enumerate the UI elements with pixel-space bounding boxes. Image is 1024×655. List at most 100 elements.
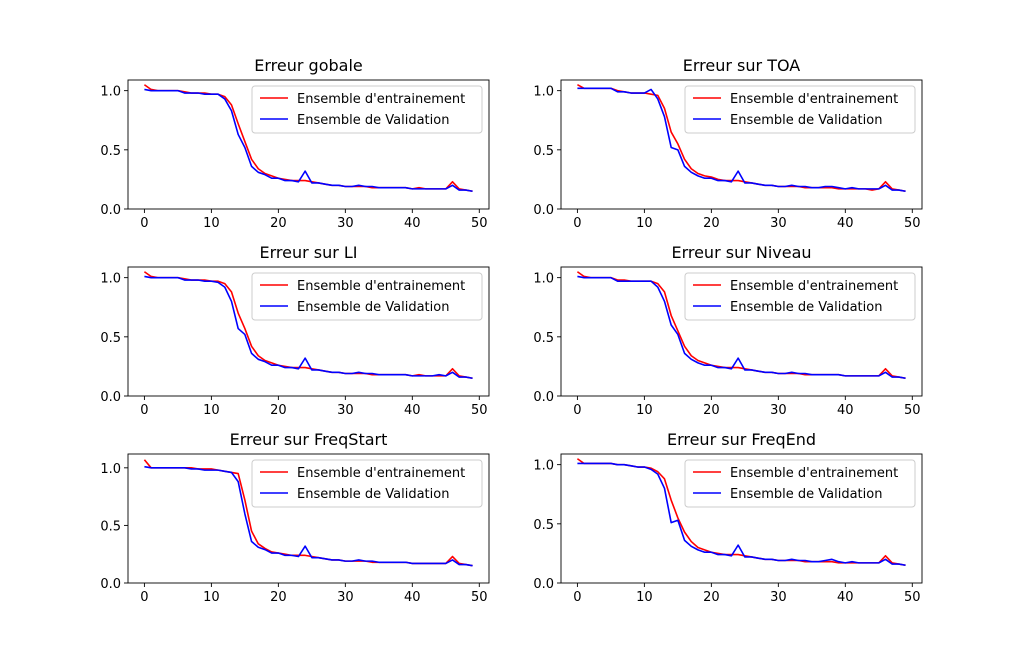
legend-label: Ensemble d'entrainement — [730, 92, 898, 107]
y-tick-label: 0.0 — [100, 390, 121, 405]
axes-frame — [127, 79, 490, 210]
y-tick-label: 1.0 — [533, 85, 554, 100]
legend: Ensemble d'entrainement Ensemble de Valid… — [684, 459, 916, 508]
subplot-1: Erreur gobale 0 10 20 30 40 50 0.0 0.5 1.0 Ensembl… — [100, 56, 490, 231]
legend-label: Ensemble d'entrainement — [297, 466, 465, 481]
y-tick-label: 0.5 — [100, 519, 121, 534]
x-tick-label: 10 — [636, 590, 653, 605]
x-tick-label: 40 — [404, 403, 421, 418]
x-tick-label: 50 — [471, 590, 488, 605]
x-tick-label: 0 — [573, 403, 581, 418]
x-tick-label: 20 — [270, 590, 287, 605]
legend-label: Ensemble de Validation — [297, 113, 449, 128]
x-tick-label: 10 — [203, 403, 220, 418]
x-tick-label: 0 — [140, 403, 148, 418]
subplot-5: Erreur sur FreqStart 0 10 20 30 40 50 0.0 0.5 1.0… — [100, 430, 490, 605]
subplot-2: Erreur sur TOA 0 10 20 30 40 50 0.0 0.5 1.0 Ensemb… — [533, 56, 923, 231]
x-tick-label: 30 — [337, 403, 354, 418]
y-tick-label: 0.5 — [100, 331, 121, 346]
series-line-validation — [577, 462, 906, 567]
y-tick-label: 1.0 — [100, 462, 121, 477]
y-tick-label: 1.0 — [100, 85, 121, 100]
series-line-validation — [144, 465, 473, 567]
x-tick-label: 30 — [337, 590, 354, 605]
subplot-3: Erreur sur LI 0 10 20 30 40 50 0.0 0.5 1.0 Ensembl… — [100, 243, 490, 418]
subplot-title: Erreur sur LI — [259, 243, 357, 262]
x-tick-label: 20 — [703, 590, 720, 605]
legend-label: Ensemble d'entrainement — [297, 92, 465, 107]
x-tick-label: 10 — [203, 216, 220, 231]
subplot-title: Erreur gobale — [254, 56, 362, 75]
y-tick-label: 0.0 — [533, 203, 554, 218]
legend-label: Ensemble de Validation — [730, 113, 882, 128]
x-tick-label: 40 — [837, 403, 854, 418]
legend-label: Ensemble de Validation — [730, 487, 882, 502]
x-tick-label: 30 — [770, 403, 787, 418]
x-tick-label: 20 — [270, 216, 287, 231]
series-line-validation — [144, 88, 473, 193]
legend: Ensemble d'entrainement Ensemble de Valid… — [251, 272, 483, 321]
x-tick-label: 30 — [337, 216, 354, 231]
x-tick-label: 0 — [573, 216, 581, 231]
series-line-validation — [577, 87, 906, 193]
x-tick-label: 40 — [837, 590, 854, 605]
x-tick-label: 0 — [140, 590, 148, 605]
subplot-4: Erreur sur Niveau 0 10 20 30 40 50 0.0 0.5 1.0 Ens… — [533, 243, 923, 418]
y-tick-label: 0.5 — [533, 144, 554, 159]
y-tick-label: 1.0 — [533, 459, 554, 474]
x-tick-label: 10 — [636, 216, 653, 231]
x-tick-label: 50 — [904, 590, 921, 605]
legend-label: Ensemble d'entrainement — [297, 279, 465, 294]
y-tick-label: 1.0 — [100, 272, 121, 287]
legend-label: Ensemble de Validation — [730, 300, 882, 315]
legend-label: Ensemble d'entrainement — [730, 279, 898, 294]
legend-label: Ensemble de Validation — [297, 300, 449, 315]
x-tick-label: 40 — [837, 216, 854, 231]
legend: Ensemble d'entrainement Ensemble de Valid… — [251, 459, 483, 508]
legend-box — [684, 459, 916, 508]
legend-box — [251, 85, 483, 134]
subplot-title: Erreur sur FreqStart — [230, 430, 388, 449]
x-tick-label: 40 — [404, 590, 421, 605]
legend-box — [251, 272, 483, 321]
x-tick-label: 10 — [203, 590, 220, 605]
y-tick-label: 0.0 — [533, 390, 554, 405]
series-line-validation — [577, 275, 906, 380]
x-tick-label: 30 — [770, 216, 787, 231]
legend: Ensemble d'entrainement Ensemble de Valid… — [251, 85, 483, 134]
legend-label: Ensemble d'entrainement — [730, 466, 898, 481]
x-tick-label: 0 — [573, 590, 581, 605]
axes-frame — [127, 453, 490, 584]
axes-frame — [560, 453, 923, 584]
legend-label: Ensemble de Validation — [297, 487, 449, 502]
y-tick-label: 0.5 — [100, 144, 121, 159]
y-tick-label: 0.5 — [533, 331, 554, 346]
y-tick-label: 0.5 — [533, 518, 554, 533]
x-tick-label: 20 — [270, 403, 287, 418]
y-tick-label: 0.0 — [533, 577, 554, 592]
subplot-6: Erreur sur FreqEnd 0 10 20 30 40 50 0.0 0.5 1.0 En… — [533, 430, 923, 605]
axes-frame — [127, 266, 490, 397]
x-tick-label: 50 — [471, 403, 488, 418]
legend: Ensemble d'entrainement Ensemble de Valid… — [684, 85, 916, 134]
x-tick-label: 50 — [904, 403, 921, 418]
series-line-validation — [144, 275, 473, 380]
axes-frame — [560, 266, 923, 397]
subplot-title: Erreur sur Niveau — [671, 243, 811, 262]
legend-box — [684, 85, 916, 134]
x-tick-label: 30 — [770, 590, 787, 605]
x-tick-label: 10 — [636, 403, 653, 418]
x-tick-label: 50 — [904, 216, 921, 231]
y-tick-label: 0.0 — [100, 577, 121, 592]
x-tick-label: 20 — [703, 403, 720, 418]
x-tick-label: 0 — [140, 216, 148, 231]
x-tick-label: 40 — [404, 216, 421, 231]
legend-box — [251, 459, 483, 508]
y-tick-label: 0.0 — [100, 203, 121, 218]
y-tick-label: 1.0 — [533, 272, 554, 287]
x-tick-label: 50 — [471, 216, 488, 231]
x-tick-label: 20 — [703, 216, 720, 231]
legend: Ensemble d'entrainement Ensemble de Valid… — [684, 272, 916, 321]
axes-frame — [560, 79, 923, 210]
